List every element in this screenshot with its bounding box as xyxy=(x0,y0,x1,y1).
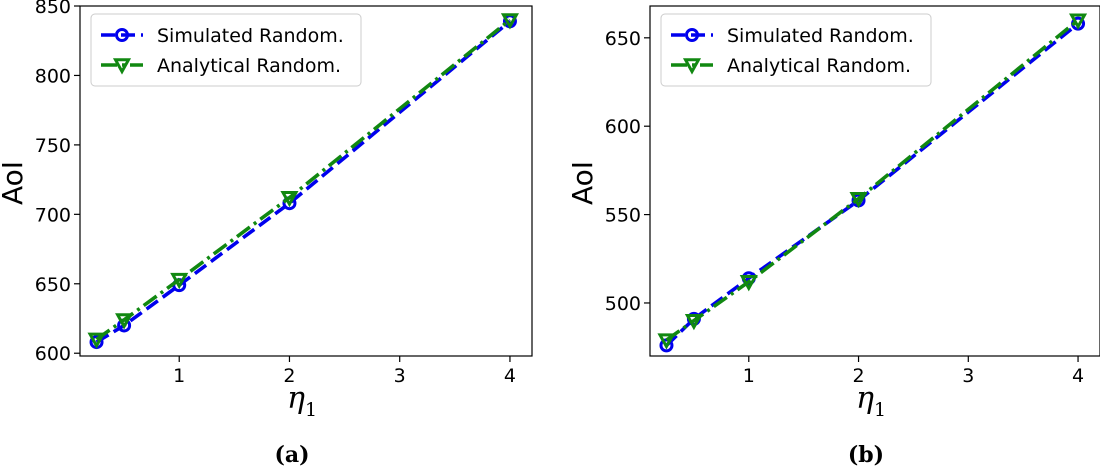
y-tick-label: 650 xyxy=(35,274,71,296)
x-tick-label: 2 xyxy=(852,365,864,387)
data-point xyxy=(170,272,189,290)
series-analytical xyxy=(87,13,520,349)
x-tick-label: 2 xyxy=(283,365,295,387)
y-tick-label: 700 xyxy=(35,204,71,226)
y-tick-label: 600 xyxy=(605,116,641,138)
x-axis-label: η1 xyxy=(856,381,886,421)
data-point xyxy=(657,333,676,350)
series-analytical xyxy=(657,13,1088,350)
data-point xyxy=(115,313,134,330)
y-tick-label: 550 xyxy=(605,205,641,227)
y-tick-label: 650 xyxy=(605,28,641,50)
legend-item-simulated: Simulated Random. xyxy=(671,25,914,47)
series-line xyxy=(665,18,1080,342)
legend: Simulated Random. Analytical Random. xyxy=(660,13,932,87)
legend-marker xyxy=(685,28,699,42)
legend: Simulated Random. Analytical Random. xyxy=(90,13,362,87)
x-axis-label: η1 xyxy=(287,381,317,421)
plot-frame xyxy=(79,5,533,357)
legend-box xyxy=(660,13,932,87)
legend-box xyxy=(90,13,362,87)
panel-caption: (a) xyxy=(274,442,309,468)
x-tick-label: 3 xyxy=(962,365,974,387)
legend-label: Simulated Random. xyxy=(157,25,344,47)
y-axis-label: AoI xyxy=(566,161,599,205)
x-axis-label-symbol: η xyxy=(287,381,305,416)
data-point xyxy=(684,313,703,331)
legend-marker xyxy=(682,58,702,75)
x-axis-label-subscript: 1 xyxy=(874,399,886,421)
x-tick-label: 3 xyxy=(394,365,406,387)
y-tick-label: 750 xyxy=(35,135,71,157)
data-point xyxy=(500,13,520,30)
x-axis-label-symbol: η xyxy=(856,381,874,416)
plot-frame xyxy=(649,5,1100,357)
legend-label: Analytical Random. xyxy=(157,55,341,77)
legend-item-analytical: Analytical Random. xyxy=(101,55,341,77)
legend-item-simulated: Simulated Random. xyxy=(101,25,344,47)
series-line xyxy=(95,18,512,341)
data-point xyxy=(1068,13,1088,30)
x-tick-label: 1 xyxy=(743,365,755,387)
data-point xyxy=(87,332,106,349)
y-tick-label: 850 xyxy=(35,0,71,18)
y-tick-label: 500 xyxy=(605,293,641,315)
x-tick-label: 4 xyxy=(1072,365,1084,387)
y-tick-label: 600 xyxy=(35,343,71,365)
data-point xyxy=(849,191,868,209)
legend-marker xyxy=(115,28,129,42)
y-axis-label: AoI xyxy=(0,161,29,205)
x-tick-label: 4 xyxy=(504,365,516,387)
x-tick-label: 1 xyxy=(173,365,185,387)
data-point xyxy=(739,275,758,292)
y-tick-label: 800 xyxy=(35,65,71,87)
legend-marker xyxy=(112,58,132,75)
legend-item-analytical: Analytical Random. xyxy=(671,55,911,77)
legend-label: Simulated Random. xyxy=(727,25,914,47)
panel-caption: (b) xyxy=(848,442,884,468)
data-point xyxy=(280,190,299,208)
x-axis-label-subscript: 1 xyxy=(305,399,317,421)
legend-label: Analytical Random. xyxy=(727,55,911,77)
